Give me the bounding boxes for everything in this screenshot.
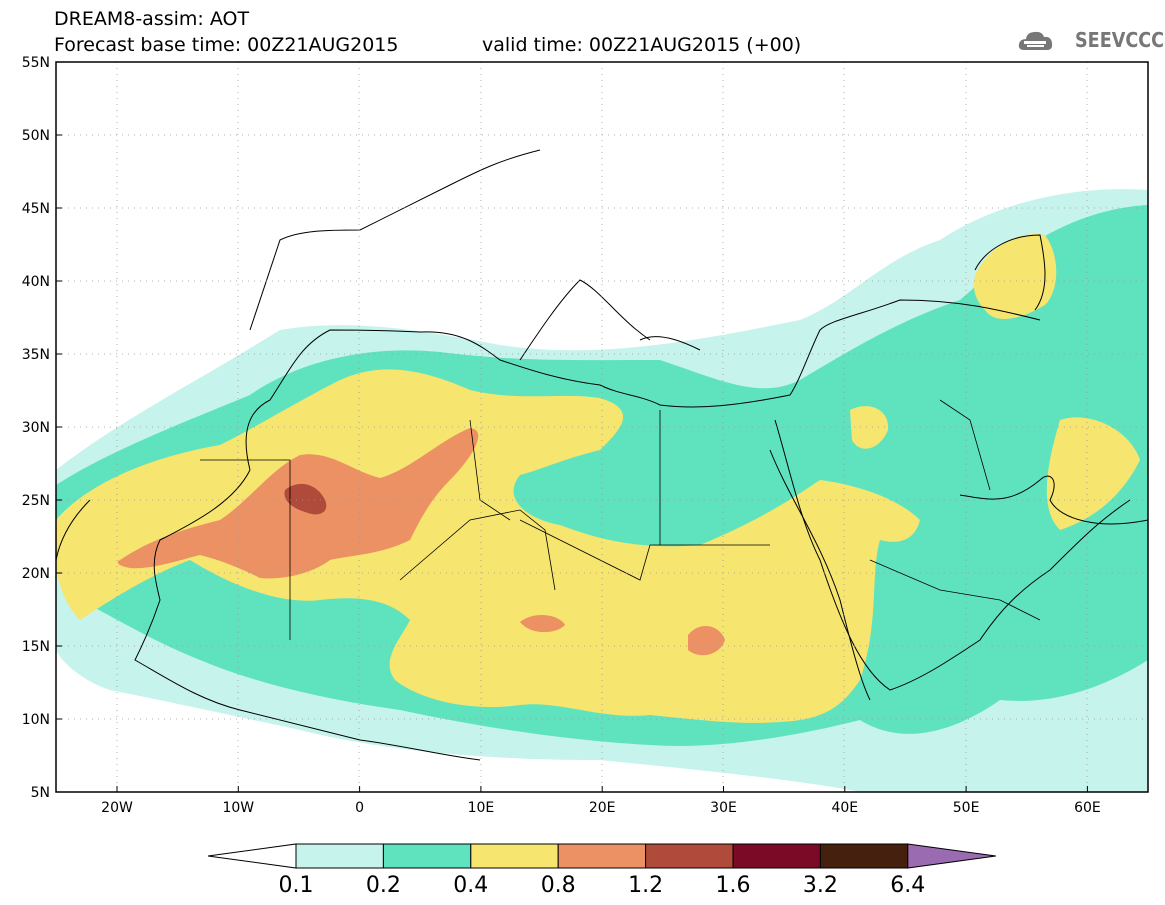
colorbar-swatch: [295, 843, 384, 869]
lat-label: 10N: [22, 712, 50, 728]
lat-label: 55N: [22, 55, 50, 71]
colorbar-swatch: [382, 843, 472, 869]
colorbar-tick-label: 6.4: [890, 873, 925, 898]
aot-field: [56, 189, 1148, 792]
gridlines: [56, 62, 1148, 792]
lon-label: 0: [355, 800, 364, 816]
country-borders: [200, 399, 1041, 640]
colorbar-tick-label: 1.2: [628, 873, 663, 898]
lat-label: 40N: [22, 274, 50, 290]
lon-label: 20E: [589, 800, 616, 816]
lat-label: 45N: [22, 201, 50, 217]
colorbar-tick-label: 1.6: [716, 873, 751, 898]
colorbar: [207, 843, 996, 869]
colorbar-swatch: [557, 843, 647, 869]
colorbar-swatch: [645, 843, 734, 869]
valid-time: valid time: 00Z21AUG2015 (+00): [482, 34, 802, 56]
coastlines: [56, 149, 1148, 761]
aot-contour-0.4-east: [973, 234, 1057, 320]
colorbar-tick-label: 0.1: [279, 873, 314, 898]
map-title: DREAM8-assim: AOT: [54, 8, 250, 30]
lon-label: 50E: [953, 800, 980, 816]
lon-label: 40E: [831, 800, 858, 816]
lon-label: 10E: [468, 800, 495, 816]
colorbar-under-arrow: [207, 843, 297, 869]
colorbar-tick-label: 0.4: [453, 873, 488, 898]
lat-label: 35N: [22, 347, 50, 363]
lon-label: 30E: [710, 800, 737, 816]
aot-contour-1.2: [284, 483, 327, 515]
logo-text: SEEVCCC: [1075, 28, 1165, 52]
colorbar-tick-label: 0.2: [366, 873, 401, 898]
lat-label: 30N: [22, 420, 50, 436]
aot-contour-0.2: [56, 205, 1148, 746]
lat-label: 15N: [22, 639, 50, 655]
colorbar-swatch: [819, 843, 909, 869]
latitude-labels: 55N 50N 45N 40N 35N 30N 25N 20N 15N 10N 5N: [22, 55, 62, 801]
cloud-icon: [1018, 31, 1053, 50]
forecast-base-time: Forecast base time: 00Z21AUG2015: [54, 34, 399, 56]
lat-label: 50N: [22, 128, 50, 144]
lon-label: 10W: [222, 800, 254, 816]
lat-label: 25N: [22, 493, 50, 509]
colorbar-tick-label: 0.8: [541, 873, 576, 898]
colorbar-swatch: [732, 843, 821, 869]
colorbar-tick-label: 3.2: [803, 873, 838, 898]
colorbar-swatch: [470, 843, 559, 869]
lon-label: 60E: [1074, 800, 1101, 816]
lat-label: 20N: [22, 566, 50, 582]
lat-label: 5N: [31, 785, 50, 801]
colorbar-tick-labels: 0.1 0.2 0.4 0.8 1.2 1.6 3.2 6.4: [279, 873, 926, 898]
longitude-labels: 20W 10W 0 10E 20E 30E 40E 50E 60E: [101, 786, 1101, 816]
colorbar-over-arrow: [907, 843, 996, 869]
lon-label: 20W: [101, 800, 133, 816]
